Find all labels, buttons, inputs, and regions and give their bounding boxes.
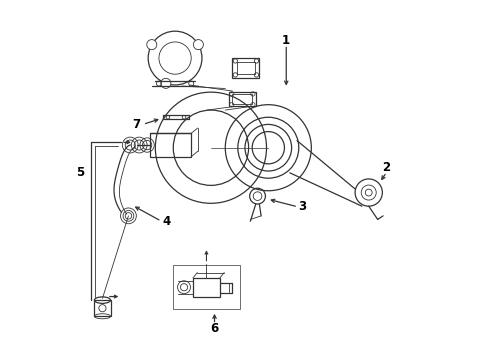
Circle shape — [161, 78, 171, 88]
Text: 4: 4 — [162, 215, 170, 228]
Bar — [95, 300, 111, 316]
Bar — [229, 92, 256, 107]
Bar — [173, 265, 240, 309]
Circle shape — [147, 40, 157, 50]
Text: 6: 6 — [210, 322, 219, 335]
Bar — [237, 62, 255, 74]
Bar — [150, 134, 191, 157]
Text: 1: 1 — [282, 33, 290, 47]
Text: 7: 7 — [133, 118, 141, 131]
Circle shape — [194, 40, 203, 50]
Bar — [232, 58, 259, 78]
Text: 5: 5 — [76, 166, 84, 179]
Bar — [193, 278, 220, 297]
Text: 3: 3 — [298, 201, 306, 213]
Bar — [232, 94, 252, 104]
Text: 2: 2 — [383, 161, 391, 174]
